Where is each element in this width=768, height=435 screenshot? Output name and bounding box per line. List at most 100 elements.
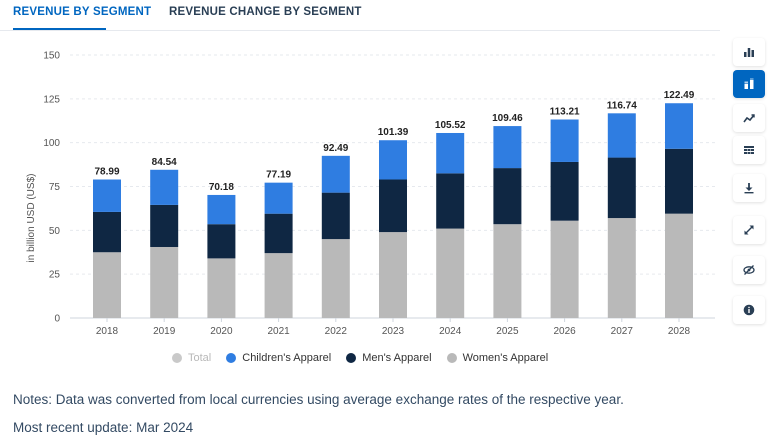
data-label-total: 122.49 bbox=[664, 90, 695, 101]
y-axis: 0 25 50 75 100 125 150 bbox=[43, 51, 60, 325]
tab-revenue-change-by-segment[interactable]: REVENUE CHANGE BY SEGMENT bbox=[169, 6, 362, 18]
x-tick-label: 2019 bbox=[153, 326, 176, 337]
bar-segment bbox=[550, 161, 579, 221]
download-button[interactable] bbox=[733, 174, 765, 202]
data-label-total: 109.46 bbox=[492, 113, 523, 124]
table-button[interactable] bbox=[733, 136, 765, 164]
bar-segment bbox=[436, 132, 465, 174]
bar-segment bbox=[493, 224, 522, 318]
bar-segment bbox=[207, 258, 236, 318]
stacked-bar-icon bbox=[744, 78, 754, 89]
tabs-divider bbox=[0, 30, 720, 31]
bar-segment bbox=[321, 239, 350, 318]
notes-text: Notes: Data was converted from local cur… bbox=[13, 392, 624, 407]
x-tick-label: 2026 bbox=[553, 326, 576, 337]
bar-segment bbox=[665, 213, 693, 318]
bar-segment bbox=[207, 224, 236, 259]
data-label-total: 116.74 bbox=[607, 100, 637, 111]
x-axis: 2018 2019 2020 2021 2022 2023 2024 2025 2026 2027… bbox=[96, 318, 691, 337]
bar-segment bbox=[607, 157, 636, 219]
line-chart-button[interactable] bbox=[733, 104, 765, 132]
x-tick-label: 2022 bbox=[325, 326, 348, 337]
bar-segment bbox=[436, 228, 465, 318]
tab-bar: REVENUE BY SEGMENT REVENUE CHANGE BY SEG… bbox=[0, 0, 720, 30]
legend-item-childrens-apparel[interactable]: Children's Apparel bbox=[226, 352, 331, 364]
legend-item-womens-apparel[interactable]: Women's Apparel bbox=[446, 352, 549, 364]
active-tab-indicator bbox=[13, 28, 106, 30]
bar-segment bbox=[379, 179, 407, 233]
bar-chart-button[interactable] bbox=[733, 38, 765, 66]
table-icon bbox=[744, 146, 754, 154]
x-tick-label: 2021 bbox=[267, 326, 290, 337]
legend-label: Women's Apparel bbox=[462, 352, 549, 364]
data-label-total: 113.21 bbox=[550, 107, 580, 118]
legend-dot bbox=[226, 353, 237, 363]
bar-segment bbox=[665, 103, 693, 149]
fullscreen-button[interactable] bbox=[733, 216, 765, 244]
bar-segment bbox=[607, 218, 636, 318]
most-recent-update-text: Most recent update: Mar 2024 bbox=[13, 420, 194, 435]
line-chart-icon bbox=[743, 114, 755, 123]
hide-icon bbox=[743, 265, 755, 275]
bar-segment bbox=[493, 126, 522, 169]
bar-segment bbox=[93, 252, 121, 318]
x-tick-label: 2024 bbox=[439, 326, 462, 337]
stacked-bar-button[interactable] bbox=[733, 70, 765, 98]
bar-segment bbox=[93, 211, 121, 253]
legend-item-mens-apparel[interactable]: Men's Apparel bbox=[346, 352, 432, 364]
bar-segment bbox=[379, 232, 407, 318]
info-icon bbox=[743, 304, 755, 316]
y-tick-label: 125 bbox=[43, 94, 60, 105]
data-label-total: 84.54 bbox=[152, 157, 177, 168]
x-tick-label: 2023 bbox=[382, 326, 405, 337]
bar-segment bbox=[436, 173, 465, 229]
data-label-total: 77.19 bbox=[266, 170, 291, 181]
y-tick-label: 50 bbox=[49, 226, 61, 237]
legend-label: Men's Apparel bbox=[362, 352, 432, 364]
data-label-total: 78.99 bbox=[94, 167, 119, 178]
y-tick-label: 0 bbox=[54, 314, 60, 325]
data-label-total: 70.18 bbox=[209, 182, 234, 193]
legend-item-total[interactable]: Total bbox=[172, 352, 211, 364]
y-tick-label: 100 bbox=[43, 138, 60, 149]
bar-segment bbox=[150, 169, 179, 205]
fullscreen-icon bbox=[744, 225, 754, 235]
bar-segment bbox=[493, 168, 522, 225]
bar-segment bbox=[379, 140, 407, 180]
bar-segment bbox=[321, 192, 350, 240]
legend-dot bbox=[446, 353, 457, 363]
bar-chart-icon bbox=[744, 48, 754, 57]
tab-revenue-by-segment[interactable]: REVENUE BY SEGMENT bbox=[13, 6, 152, 18]
bar-segment bbox=[550, 119, 579, 162]
revenue-chart: 0 25 50 75 100 125 150 in billion USD (US$) 78… bbox=[26, 51, 715, 337]
hide-button[interactable] bbox=[733, 256, 765, 284]
y-tick-label: 25 bbox=[49, 270, 61, 281]
bar-segment bbox=[264, 182, 293, 214]
bar-segment bbox=[665, 148, 693, 214]
y-tick-label: 75 bbox=[49, 182, 61, 193]
bar-segment bbox=[150, 246, 179, 318]
bar-segment bbox=[321, 155, 350, 193]
chart-bars: 78.99 84.54 70.18 77.19 92.49 101.39 105.52 109… bbox=[93, 90, 695, 318]
legend-label: Children's Apparel bbox=[242, 352, 332, 364]
download-icon bbox=[744, 183, 754, 194]
bar-segment bbox=[93, 179, 121, 212]
x-tick-label: 2025 bbox=[496, 326, 519, 337]
bar-segment bbox=[550, 220, 579, 318]
y-tick-label: 150 bbox=[43, 51, 60, 62]
y-axis-label: in billion USD (US$) bbox=[26, 174, 37, 263]
data-label-total: 105.52 bbox=[435, 120, 466, 131]
legend-dot bbox=[346, 353, 357, 363]
data-label-total: 101.39 bbox=[378, 127, 409, 138]
bar-segment bbox=[264, 253, 293, 318]
bar-segment bbox=[207, 194, 236, 225]
chart-legend: Total Children's Apparel Men's Apparel W… bbox=[172, 350, 563, 366]
legend-label: Total bbox=[188, 352, 212, 364]
bar-segment bbox=[607, 113, 636, 158]
bar-segment bbox=[150, 204, 179, 247]
legend-dot bbox=[172, 353, 182, 363]
x-tick-label: 2020 bbox=[210, 326, 233, 337]
bar-segment bbox=[264, 213, 293, 254]
info-button[interactable] bbox=[733, 296, 765, 324]
x-tick-label: 2028 bbox=[668, 326, 691, 337]
